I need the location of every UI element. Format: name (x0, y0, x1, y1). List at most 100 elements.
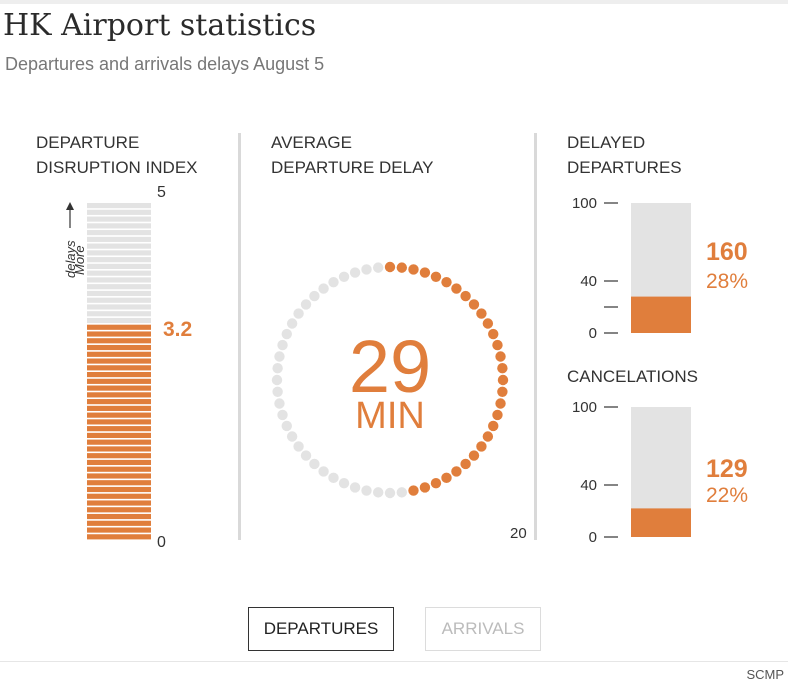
disruption-segment (87, 223, 151, 229)
ring-dot (300, 450, 312, 461)
tick-label: 0 (589, 325, 597, 340)
disruption-segment (87, 405, 151, 411)
disruption-segment (87, 385, 151, 391)
ring-dot (468, 299, 480, 310)
ring-dot (309, 290, 320, 302)
ring-dot (451, 283, 462, 294)
disruption-segment (87, 277, 151, 283)
disruption-segment (87, 419, 151, 425)
ring-dot (396, 487, 408, 498)
ring-dots (271, 261, 509, 499)
disruption-axis-max: 5 (157, 184, 166, 201)
ring-dot (476, 441, 487, 452)
disruption-segment (87, 344, 151, 351)
ring-dot (338, 271, 350, 282)
delayed-count: 160 (706, 238, 748, 266)
ring-dot (274, 398, 285, 409)
ring-dot (372, 262, 384, 273)
ring-dot (361, 264, 372, 275)
cancel-count: 129 (706, 455, 748, 483)
ring-dot (488, 420, 499, 432)
disruption-segment (87, 446, 151, 452)
ring-dot (349, 267, 361, 278)
disruption-segment (87, 236, 151, 242)
ring-dot (497, 386, 508, 398)
disruption-bars (87, 203, 151, 540)
ring-dot (372, 487, 384, 498)
avg-delay-label: AVERAGE DEPARTURE DELAY (271, 130, 434, 180)
disruption-label-line1: DEPARTURE (36, 133, 140, 152)
avg-delay-ring-chart: 29 MIN (271, 261, 509, 499)
disruption-segment (87, 439, 151, 445)
tab-arrivals[interactable]: ARRIVALS (425, 607, 541, 651)
delayed-label: DELAYED DEPARTURES (567, 130, 682, 180)
tick-label: 40 (580, 477, 597, 494)
disruption-segment (87, 466, 151, 472)
footer-rule (0, 661, 788, 662)
disruption-segment (87, 453, 151, 459)
ring-dot (338, 478, 350, 489)
disruption-segment (87, 507, 151, 513)
ring-dot (476, 308, 487, 319)
disruption-segment (87, 203, 151, 209)
more-delays-label-line1: More (72, 245, 87, 275)
ring-dot (396, 262, 408, 273)
ring-dot (281, 420, 292, 432)
delayed-label-line2: DEPARTURES (567, 158, 682, 177)
disruption-segment (87, 284, 151, 290)
disruption-segment (87, 534, 151, 540)
avg-delay-label-line2: DEPARTURE DELAY (271, 158, 434, 177)
up-arrow-icon (66, 202, 74, 228)
cancel-ticks: 100 40 0 (572, 400, 618, 545)
ring-dot (328, 472, 339, 484)
disruption-segment (87, 378, 151, 384)
ring-dot (482, 431, 494, 442)
disruption-index-chart: More delays (63, 202, 151, 540)
disruption-label-line2: DISRUPTION INDEX (36, 158, 198, 177)
delayed-ticks: 100 40 0 (572, 195, 618, 340)
disruption-segment (87, 493, 151, 499)
ring-dot (272, 386, 283, 398)
disruption-segment (87, 290, 151, 297)
ring-dot (419, 267, 431, 278)
ring-dot (286, 431, 298, 442)
ring-dot (384, 261, 396, 273)
cancelations-chart: 100 40 0 (572, 400, 691, 545)
avg-delay-unit: MIN (355, 395, 425, 437)
ring-dot (495, 351, 506, 362)
delayed-percent: 28% (706, 270, 749, 293)
ring-dot (309, 458, 320, 470)
disruption-segment (87, 527, 151, 533)
disruption-segment (87, 432, 151, 438)
ring-dot (271, 374, 283, 386)
cancel-bar-fill (631, 508, 691, 537)
ring-dot (361, 485, 372, 496)
disruption-segment (87, 209, 151, 215)
avg-delay-scale-label: 20 (510, 525, 527, 542)
cancel-percent: 22% (706, 484, 749, 507)
disruption-segment (87, 243, 151, 249)
disruption-segment (87, 257, 151, 263)
disruption-segment (87, 304, 151, 310)
delayed-bar-fill (631, 296, 691, 333)
ring-dot (460, 458, 471, 470)
disruption-segment (87, 412, 151, 418)
ring-dot (488, 328, 499, 340)
ring-dot (492, 409, 503, 421)
tab-departures[interactable]: DEPARTURES (248, 607, 394, 651)
avg-delay-value: 29 (349, 325, 431, 408)
disruption-segment (87, 473, 151, 479)
disruption-segment (87, 365, 151, 371)
ring-dot (497, 362, 508, 374)
source-credit: SCMP (746, 667, 784, 682)
ring-dot (468, 450, 480, 461)
ring-dot (430, 478, 442, 489)
ring-dot (441, 472, 452, 484)
disruption-segment (87, 297, 151, 303)
tick-label: 0 (589, 529, 597, 545)
tick-label: 100 (572, 195, 597, 212)
ring-dot (300, 299, 312, 310)
disruption-segment (87, 520, 151, 526)
ring-dot (293, 308, 304, 319)
disruption-segment (87, 480, 151, 486)
